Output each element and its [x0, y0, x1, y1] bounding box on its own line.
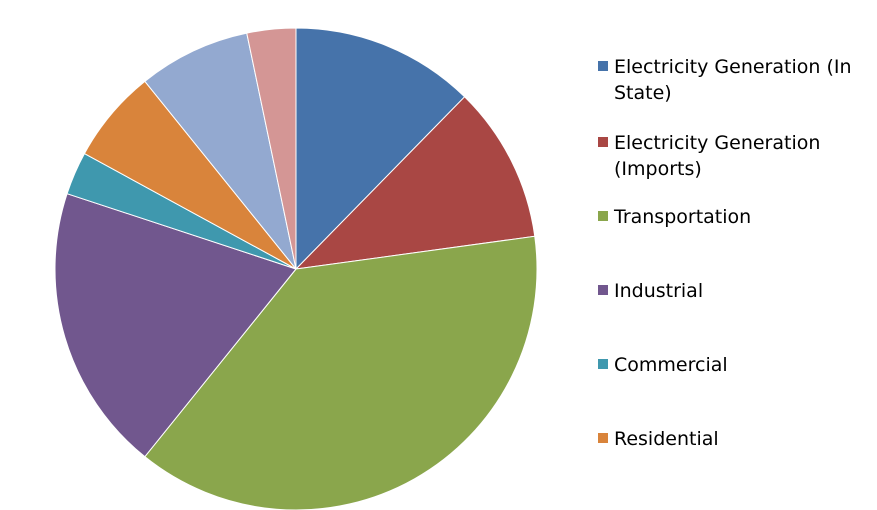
legend-swatch [598, 61, 608, 71]
legend-label: Electricity Generation (Imports) [614, 132, 821, 180]
pie-slice-electricity-generation-in-state [295, 27, 466, 271]
pie-slice-unlabeled-6 [144, 32, 297, 270]
pie-slice-transportation [144, 235, 538, 510]
legend-item: Commercial [598, 352, 868, 378]
pie-slice-electricity-generation-imports [294, 96, 536, 270]
legend-swatch [598, 137, 608, 147]
pie-slice-unlabeled-7 [246, 27, 297, 270]
pie-slice-industrial [54, 193, 297, 458]
legend-item: Electricity Generation (Imports) [598, 130, 868, 182]
legend-item: Transportation [598, 204, 868, 230]
legend-swatch [598, 359, 608, 369]
legend-item: Residential [598, 426, 868, 452]
legend-swatch [598, 433, 608, 443]
legend-label: Electricity Generation (In State) [614, 56, 852, 104]
legend-swatch [598, 211, 608, 221]
legend-item: Industrial [598, 278, 868, 304]
legend-label: Transportation [614, 206, 752, 228]
legend-swatch [598, 285, 608, 295]
legend-label: Industrial [614, 280, 704, 302]
legend-label: Commercial [614, 354, 728, 376]
legend-item: Electricity Generation (In State) [598, 54, 868, 106]
legend-label: Residential [614, 428, 719, 450]
